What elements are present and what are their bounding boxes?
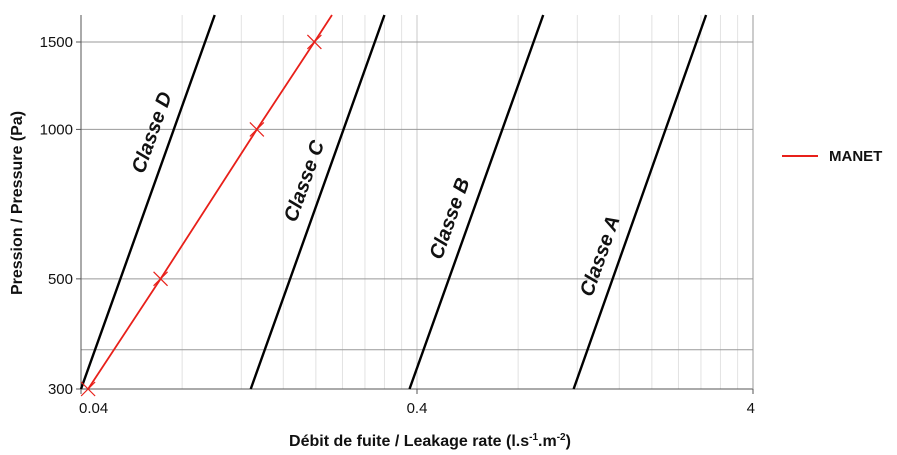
class-label: Classe D — [128, 89, 177, 176]
axes — [76, 15, 754, 394]
y-tick-label: 1500 — [40, 34, 73, 51]
x-axis-title: Débit de fuite / Leakage rate (l.s-1.m-2… — [289, 432, 571, 450]
class-line — [408, 14, 545, 390]
manet-point — [153, 271, 168, 287]
class-label: Classe A — [576, 213, 625, 299]
x-tick-label: 0.4 — [407, 400, 428, 417]
class-label: Classe C — [280, 137, 329, 224]
manet-point — [249, 121, 265, 137]
manet-marker-stroke — [153, 271, 168, 287]
x-tick-label: 4 — [747, 400, 755, 417]
y-tick-label: 1000 — [40, 121, 73, 138]
y-axis-title: Pression / Pressure (Pa) — [9, 111, 26, 295]
manet-point — [306, 34, 322, 50]
x-tick-label: 0.04 — [79, 400, 108, 417]
manet-marker-stroke — [249, 121, 265, 137]
class-line — [572, 14, 708, 390]
tick-labels: 300 500 1000 1500 0.04 0.4 4 — [40, 34, 755, 417]
minor-grid — [181, 15, 739, 389]
class-line — [79, 14, 216, 390]
manet-marker-stroke — [306, 34, 322, 50]
manet-marker-stroke — [80, 381, 96, 397]
legend-label-manet: MANET — [829, 148, 882, 165]
manet-point — [80, 381, 96, 397]
y-tick-label: 500 — [48, 271, 73, 288]
class-label: Classe B — [425, 175, 474, 262]
class-line — [249, 14, 386, 390]
manet-series — [80, 14, 333, 397]
legend: MANET — [782, 148, 882, 165]
y-tick-label: 300 — [48, 381, 73, 398]
class-lines: Classe D Classe C Classe B Classe A — [79, 14, 708, 390]
